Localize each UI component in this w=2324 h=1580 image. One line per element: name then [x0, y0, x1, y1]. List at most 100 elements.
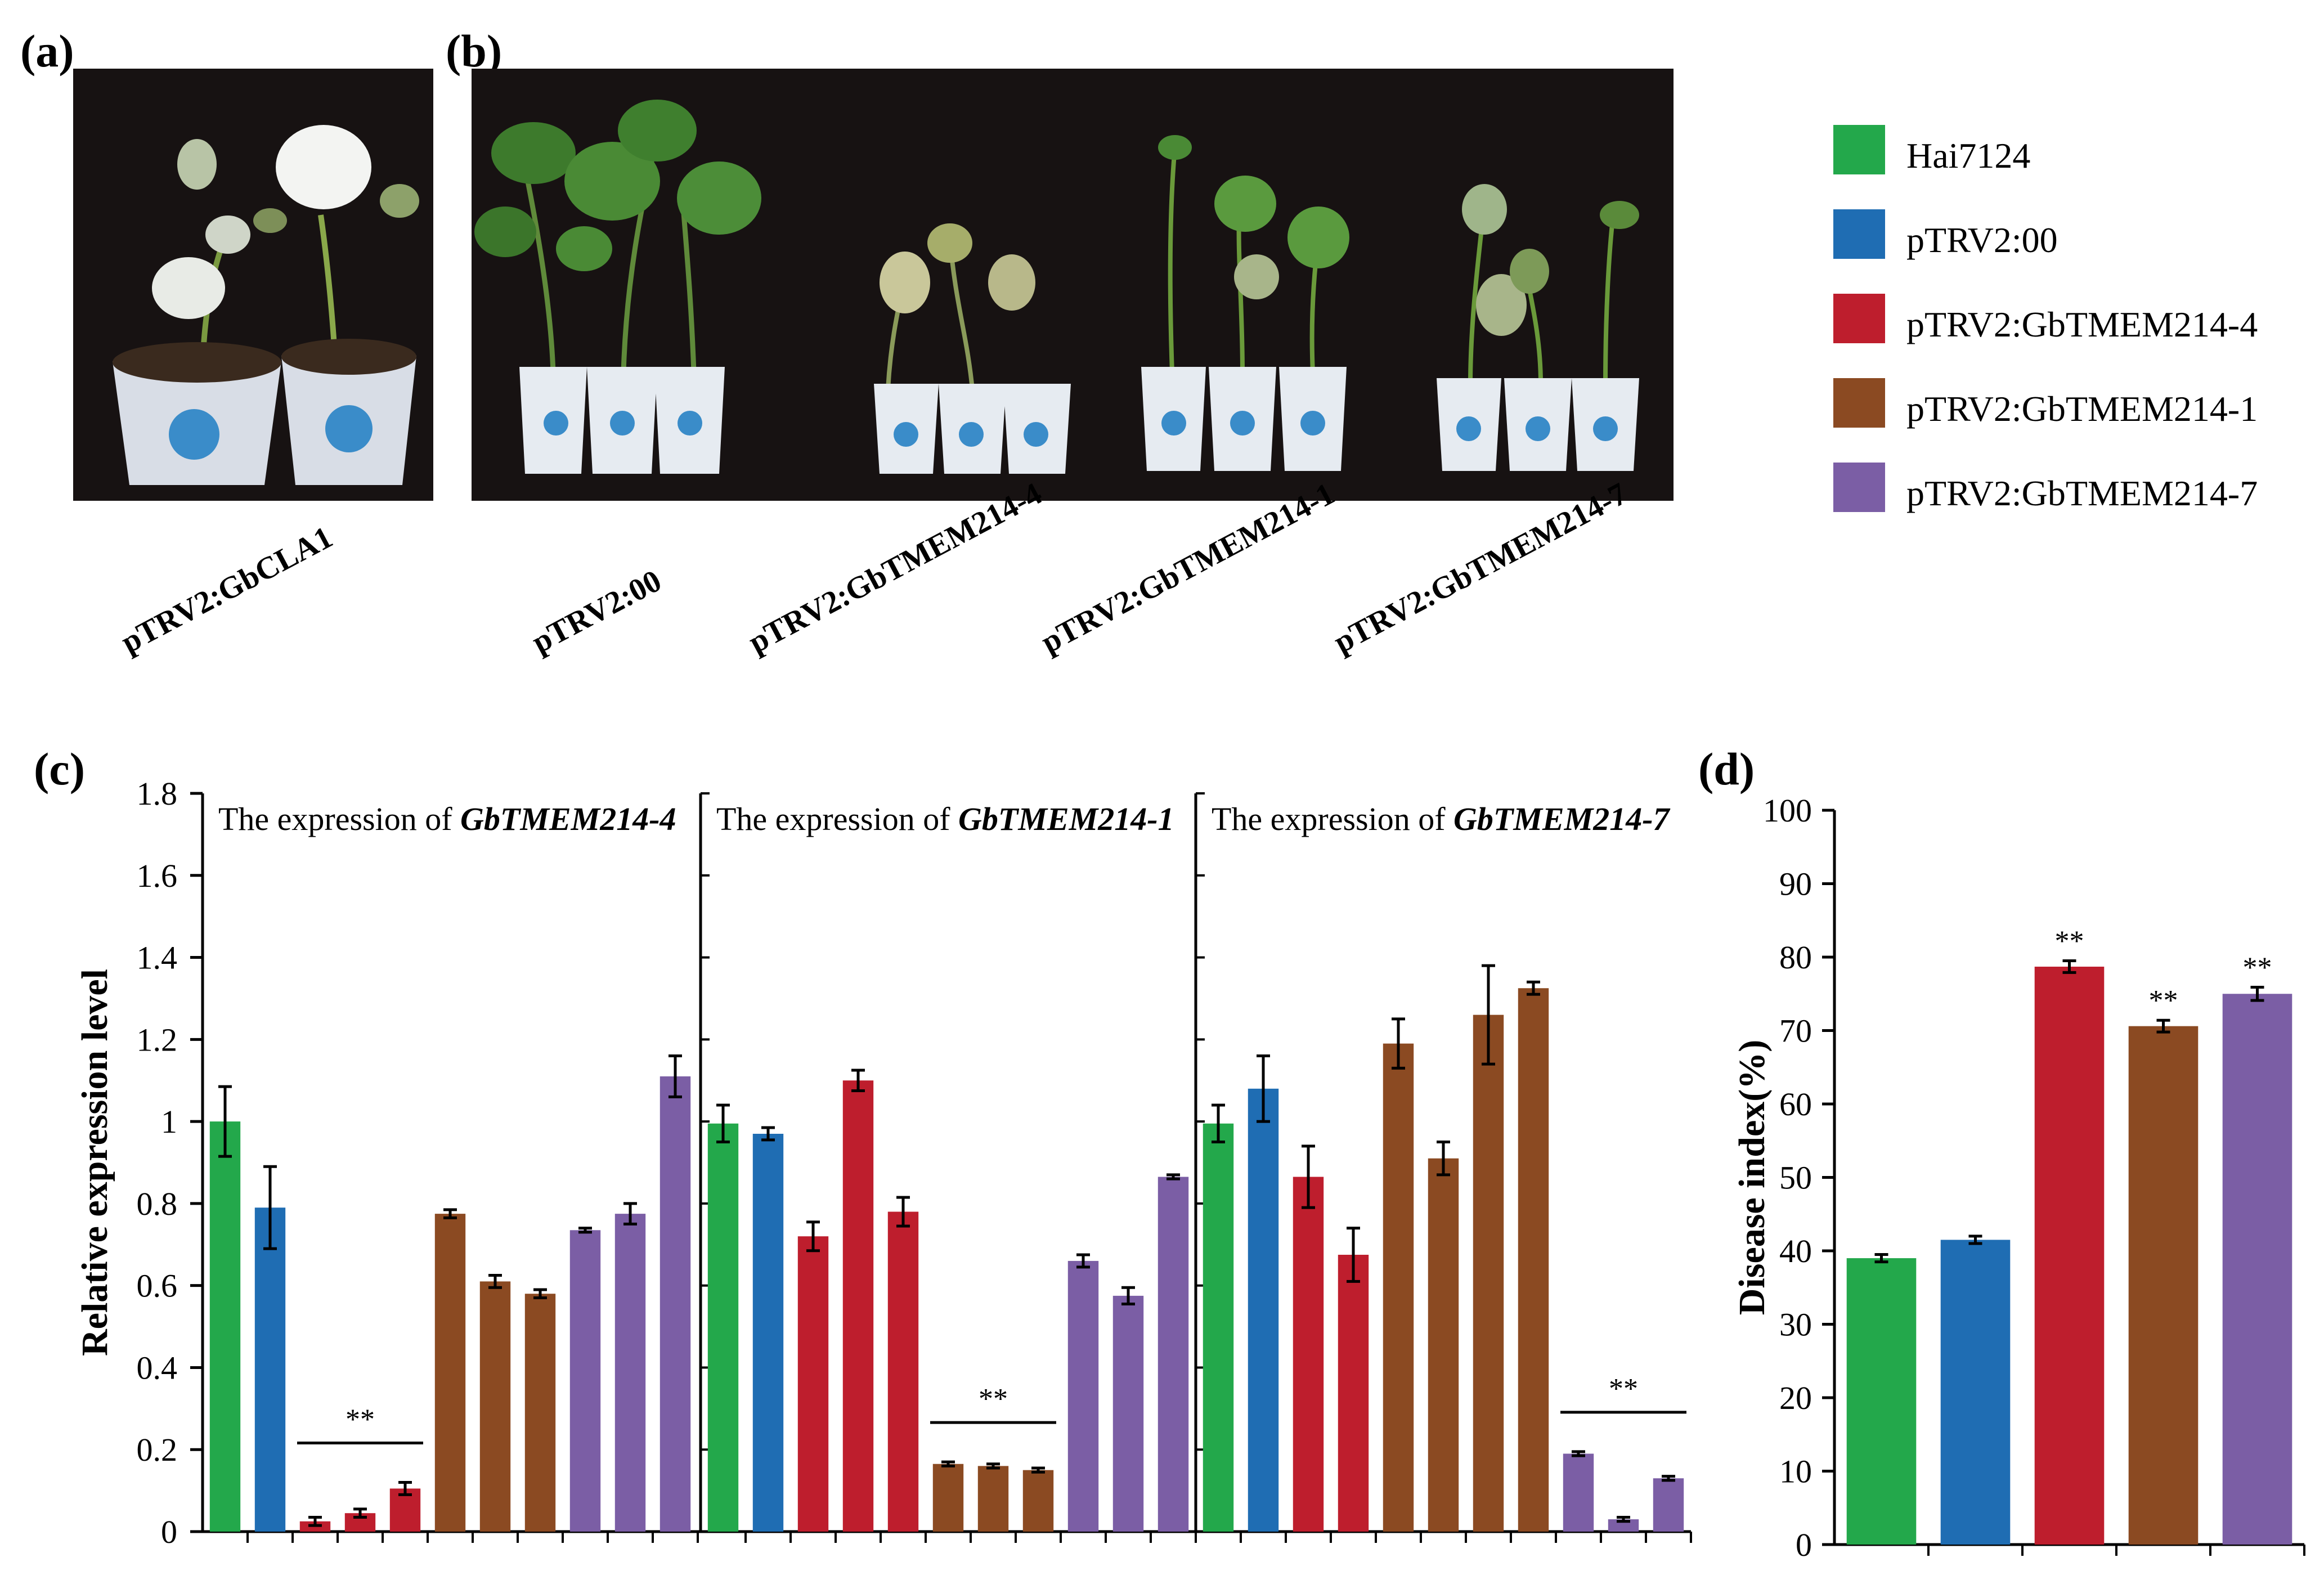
bar [254, 1208, 286, 1532]
y-tick-label: 10 [1779, 1453, 1812, 1490]
subplot-title-prefix: The expression of [218, 801, 460, 837]
caption-tmem214-1: pTRV2:GbTMEM214-1 [1035, 476, 1340, 661]
y-tick-label: 1.2 [137, 1021, 178, 1058]
subplot-title-prefix: The expression of [716, 801, 958, 837]
bar [2222, 994, 2292, 1545]
legend-swatch [1833, 463, 1885, 512]
significance-label: ** [2055, 926, 2084, 958]
panel-label-d: (d) [1698, 743, 1755, 795]
legend-swatch [1833, 378, 1885, 428]
subplot-title-gene: GbTMEM214-7 [1453, 801, 1670, 837]
y-tick-label: 1.6 [137, 858, 178, 894]
bar [1293, 1177, 1324, 1532]
significance-label: ** [346, 1404, 375, 1436]
plants-tmem214-4 [874, 223, 1071, 474]
y-tick-label: 1.8 [137, 775, 178, 812]
y-tick-label: 80 [1779, 939, 1812, 976]
bar [614, 1214, 646, 1532]
subplot-title-prefix: The expression of [1212, 801, 1453, 837]
y-tick-label: 0 [161, 1514, 177, 1550]
panel-label-b: (b) [446, 25, 503, 77]
bar [1067, 1260, 1099, 1532]
legend: Hai7124 pTRV2:00 pTRV2:GbTMEM214-4 pTRV2… [1833, 125, 2312, 530]
y-tick-label: 1.4 [137, 940, 178, 976]
bar [752, 1133, 784, 1532]
bar [1608, 1519, 1639, 1532]
y-tick-label: 100 [1763, 792, 1812, 829]
photo-panel-a [73, 69, 433, 501]
bar [1846, 1258, 1917, 1545]
bar [1338, 1255, 1369, 1532]
y-tick-label: 30 [1779, 1307, 1812, 1343]
bar [2034, 966, 2105, 1545]
legend-label: pTRV2:GbTMEM214-4 [1906, 304, 2258, 344]
chart-c-expression: Relative expression level 0 0.2 0.4 0.6 0.8 1 1… [74, 775, 1692, 1550]
bar [1563, 1453, 1594, 1532]
plants-tmem214-1 [1141, 135, 1349, 471]
bar [842, 1080, 874, 1532]
bar [1383, 1043, 1414, 1532]
bar [932, 1464, 964, 1532]
subplot-title: The expression of GbTMEM214-1 [716, 801, 1174, 837]
legend-swatch [1833, 294, 1885, 343]
bar [707, 1123, 739, 1532]
caption-tmem214-7: pTRV2:GbTMEM214-7 [1328, 476, 1633, 661]
bar [797, 1236, 829, 1532]
plant-photo-silencing [474, 100, 1639, 474]
caption-control: pTRV2:00 [526, 563, 667, 661]
plants-tmem214-7 [1437, 184, 1639, 471]
chart-d-disease-index: Disease index(%) 0 10 20 30 40 50 60 70 80 90 100 **… [1731, 792, 2305, 1563]
bar [659, 1076, 691, 1532]
subplot-title: The expression of GbTMEM214-4 [218, 801, 676, 837]
legend-swatch [1833, 125, 1885, 174]
y-tick-label: 50 [1779, 1160, 1812, 1196]
y-tick-label: 70 [1779, 1013, 1812, 1049]
legend-swatch [1833, 209, 1885, 259]
bar [1653, 1478, 1684, 1532]
y-tick-label: 0.4 [137, 1349, 178, 1386]
bar [1473, 1015, 1504, 1532]
bar [1518, 988, 1549, 1532]
y-axis-label: Relative expression level [74, 969, 115, 1356]
subplot-title-gene: GbTMEM214-4 [460, 801, 676, 837]
plant-photo-cla1 [113, 125, 419, 485]
bar [1203, 1123, 1234, 1532]
bar [1248, 1088, 1279, 1532]
bar [434, 1214, 466, 1532]
bar [524, 1294, 556, 1532]
bar [977, 1466, 1009, 1532]
photo-panel-b [472, 69, 1674, 501]
y-tick-label: 90 [1779, 866, 1812, 903]
significance-label: ** [2243, 952, 2272, 984]
bar [1112, 1295, 1144, 1532]
caption-tmem214-4: pTRV2:GbTMEM214-4 [743, 476, 1048, 661]
subplot-title: The expression of GbTMEM214-7 [1212, 801, 1671, 837]
significance-label: ** [1609, 1373, 1638, 1405]
y-tick-label: 0.2 [137, 1431, 178, 1468]
y-tick-label: 1 [161, 1103, 177, 1140]
y-tick-label: 0.8 [137, 1186, 178, 1222]
bar [479, 1281, 511, 1532]
significance-label: ** [979, 1383, 1008, 1415]
bar [1157, 1177, 1189, 1532]
bar [887, 1211, 919, 1532]
bar [2128, 1026, 2199, 1545]
bar [569, 1230, 601, 1532]
y-tick-label: 0.6 [137, 1268, 178, 1304]
legend-label: pTRV2:GbTMEM214-1 [1906, 389, 2258, 429]
bar [1940, 1240, 2011, 1545]
panel-label-a: (a) [20, 25, 74, 77]
bar [209, 1121, 241, 1532]
y-tick-label: 0 [1796, 1527, 1812, 1563]
legend-label: Hai7124 [1906, 136, 2031, 176]
legend-label: pTRV2:GbTMEM214-7 [1906, 473, 2258, 513]
plants-control [474, 100, 761, 474]
subplot-title-gene: GbTMEM214-1 [958, 801, 1174, 837]
bar [1022, 1470, 1054, 1532]
y-tick-label: 20 [1779, 1380, 1812, 1416]
bar [1428, 1158, 1459, 1532]
y-axis-label: Disease index(%) [1731, 1040, 1773, 1315]
caption-clagb1: pTRV2:GbCLA1 [115, 519, 338, 661]
significance-label: ** [2149, 985, 2178, 1017]
y-tick-label: 60 [1779, 1086, 1812, 1123]
